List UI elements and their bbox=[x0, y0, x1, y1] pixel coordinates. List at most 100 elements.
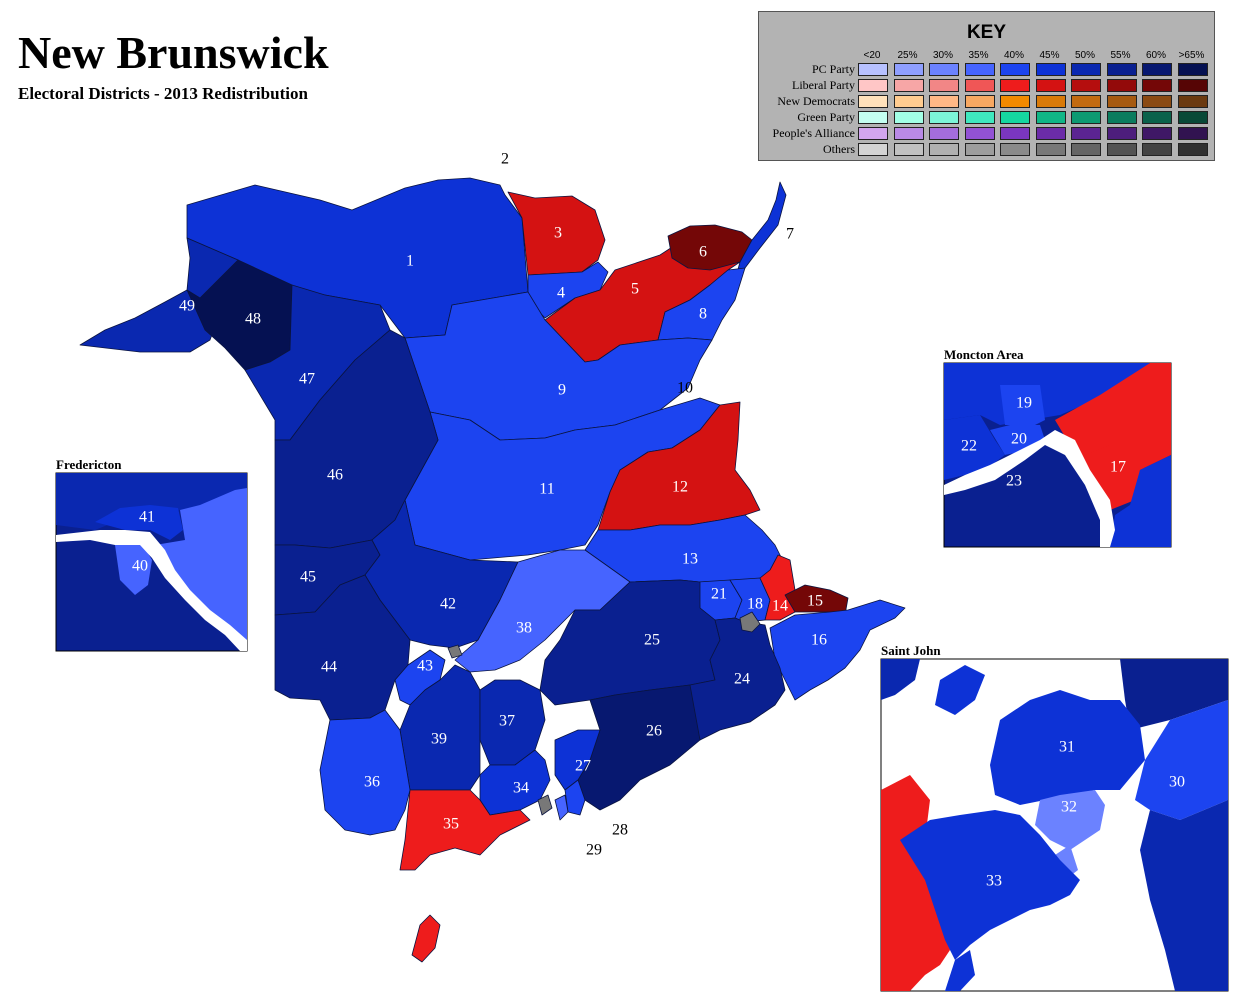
label-35: 35 bbox=[443, 816, 459, 833]
key-swatch bbox=[1000, 127, 1030, 140]
district-23[interactable] bbox=[985, 440, 1055, 510]
label-14: 14 bbox=[772, 598, 788, 615]
key-swatch bbox=[964, 143, 995, 156]
key-swatch bbox=[893, 79, 924, 92]
district-41[interactable] bbox=[95, 505, 183, 540]
key-row: PC Party bbox=[759, 62, 1216, 77]
key-party-label: Green Party bbox=[797, 110, 855, 124]
district-7[interactable] bbox=[734, 181, 787, 281]
label-41: 41 bbox=[139, 509, 155, 526]
key-swatch bbox=[1142, 79, 1172, 92]
key-swatch bbox=[893, 127, 924, 140]
district-35[interactable] bbox=[399, 789, 531, 871]
district-31[interactable] bbox=[990, 690, 1145, 805]
district-24[interactable] bbox=[679, 617, 786, 741]
key-swatch bbox=[964, 111, 995, 124]
district-17[interactable] bbox=[1085, 445, 1140, 505]
inset-title-saint-john: Saint John bbox=[881, 643, 941, 658]
key-threshold: 50% bbox=[1074, 50, 1095, 61]
label-13: 13 bbox=[682, 551, 698, 568]
key-swatch bbox=[1142, 63, 1172, 76]
district-32[interactable] bbox=[1035, 790, 1105, 850]
label-38: 38 bbox=[516, 620, 532, 637]
key-threshold: 40% bbox=[1003, 50, 1024, 61]
key-swatch bbox=[964, 63, 995, 76]
label-40: 40 bbox=[132, 558, 148, 575]
label-6: 6 bbox=[699, 244, 707, 261]
label-25: 25 bbox=[644, 632, 660, 649]
district-22[interactable] bbox=[944, 415, 1005, 480]
district-49[interactable] bbox=[79, 237, 239, 353]
label-44: 44 bbox=[321, 659, 337, 676]
key-swatch bbox=[929, 63, 959, 76]
key-party-label: New Democrats bbox=[777, 94, 855, 108]
district-27[interactable] bbox=[554, 729, 601, 791]
label-39: 39 bbox=[431, 731, 447, 748]
key-threshold: 35% bbox=[968, 50, 989, 61]
district-30[interactable] bbox=[1135, 700, 1228, 820]
district-40[interactable] bbox=[115, 540, 152, 595]
label-24: 24 bbox=[734, 671, 750, 688]
key-swatch bbox=[1177, 95, 1208, 108]
label-16: 16 bbox=[811, 632, 827, 649]
key-swatch bbox=[1035, 111, 1066, 124]
key-swatch bbox=[858, 143, 888, 156]
key-swatch bbox=[893, 111, 924, 124]
key-swatch bbox=[1035, 79, 1066, 92]
district-19[interactable] bbox=[1000, 385, 1045, 425]
label-47: 47 bbox=[299, 371, 315, 388]
key-swatch bbox=[1000, 95, 1030, 108]
label-43: 43 bbox=[417, 658, 433, 675]
key-threshold: 60% bbox=[1145, 50, 1166, 61]
key-swatch bbox=[1142, 143, 1172, 156]
key-swatch bbox=[929, 127, 959, 140]
district-37[interactable] bbox=[479, 679, 546, 766]
inset-title-moncton: Moncton Area bbox=[944, 347, 1024, 362]
label-49: 49 bbox=[179, 298, 195, 315]
label-12: 12 bbox=[672, 479, 688, 496]
district-33[interactable] bbox=[900, 810, 1080, 960]
label-26: 26 bbox=[646, 723, 662, 740]
key-swatch bbox=[1000, 111, 1030, 124]
district-36[interactable] bbox=[319, 709, 411, 836]
district-3[interactable] bbox=[507, 191, 606, 276]
label-48: 48 bbox=[245, 311, 261, 328]
district-16[interactable] bbox=[769, 599, 906, 701]
label-23: 23 bbox=[1006, 473, 1022, 490]
label-32: 32 bbox=[1061, 799, 1077, 816]
district-38[interactable] bbox=[454, 549, 631, 673]
label-3: 3 bbox=[554, 225, 562, 242]
other-seat-grey-1 bbox=[739, 611, 761, 633]
key-party-label: People's Alliance bbox=[772, 126, 855, 140]
label-36: 36 bbox=[364, 774, 380, 791]
label-29: 29 bbox=[586, 842, 602, 859]
key-swatch bbox=[1071, 143, 1101, 156]
key-party-label: Liberal Party bbox=[792, 78, 855, 92]
label-17: 17 bbox=[1110, 459, 1126, 476]
district-35-island[interactable] bbox=[411, 914, 441, 963]
key-party-label: PC Party bbox=[811, 62, 855, 76]
key-threshold: >65% bbox=[1178, 50, 1205, 61]
key-threshold: 45% bbox=[1039, 50, 1060, 61]
map-subtitle: Electoral Districts - 2013 Redistributio… bbox=[18, 84, 308, 103]
key-swatch bbox=[858, 95, 888, 108]
key-swatch bbox=[858, 79, 888, 92]
other-seat-grey-2 bbox=[537, 794, 553, 816]
label-11: 11 bbox=[539, 481, 554, 498]
key-swatch bbox=[964, 95, 995, 108]
key-threshold: 55% bbox=[1110, 50, 1131, 61]
key-swatch bbox=[1071, 63, 1101, 76]
label-30: 30 bbox=[1169, 774, 1185, 791]
key-swatch bbox=[858, 111, 888, 124]
key-swatch bbox=[1035, 143, 1066, 156]
key-swatch bbox=[1106, 63, 1137, 76]
district-26[interactable] bbox=[577, 684, 701, 811]
key-swatch bbox=[1177, 63, 1208, 76]
label-22: 22 bbox=[961, 438, 977, 455]
inset-title-fredericton: Fredericton bbox=[56, 457, 122, 472]
label-1: 1 bbox=[406, 253, 414, 270]
label-27: 27 bbox=[575, 758, 591, 775]
key-swatch bbox=[1142, 95, 1172, 108]
district-29[interactable] bbox=[554, 794, 569, 821]
